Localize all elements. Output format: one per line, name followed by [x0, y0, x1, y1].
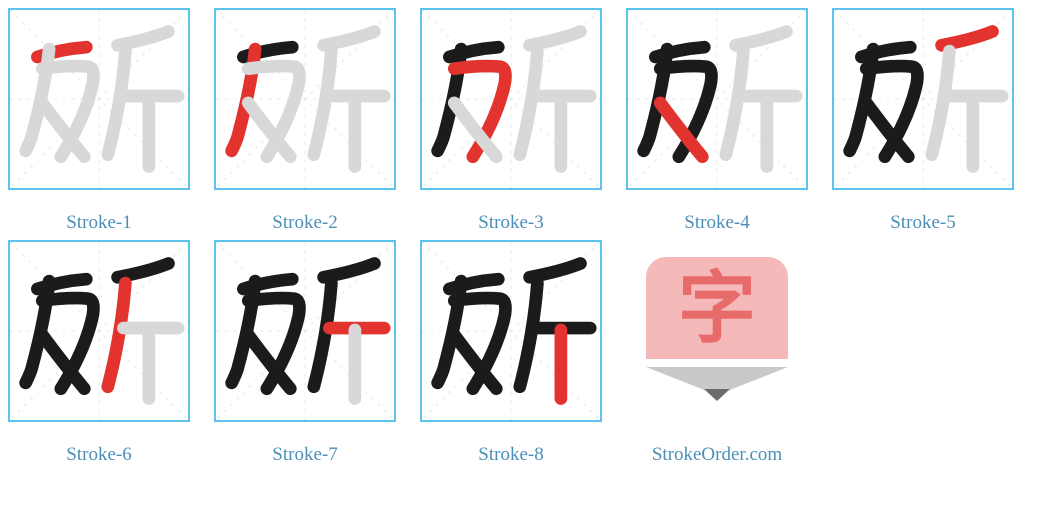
stroke-tile	[214, 240, 396, 422]
character-glyph	[628, 10, 806, 188]
logo-caption: StrokeOrder.com	[652, 444, 782, 466]
stroke-cell-3: Stroke-3	[420, 8, 602, 234]
stroke-cell-8: Stroke-8	[420, 240, 602, 466]
stroke-tile	[8, 8, 190, 190]
pencil-icon: 字	[646, 257, 788, 405]
stroke-tile	[420, 240, 602, 422]
stroke-tile	[832, 8, 1014, 190]
stroke-label: Stroke-8	[478, 444, 543, 466]
character-glyph	[10, 242, 188, 420]
character-glyph	[834, 10, 1012, 188]
stroke-tile	[8, 240, 190, 422]
stroke-cell-4: Stroke-4	[626, 8, 808, 234]
logo-cell: 字 StrokeOrder.com	[626, 240, 808, 466]
stroke-label: Stroke-7	[272, 444, 337, 466]
stroke-cell-6: Stroke-6	[8, 240, 190, 466]
stroke-label: Stroke-6	[66, 444, 131, 466]
stroke-order-grid: Stroke-1 Stroke-2	[8, 8, 1042, 466]
stroke-tile	[626, 8, 808, 190]
character-glyph	[10, 10, 188, 188]
stroke-cell-1: Stroke-1	[8, 8, 190, 234]
logo-glyph: 字	[678, 269, 756, 347]
stroke-label: Stroke-4	[684, 212, 749, 234]
stroke-tile	[420, 8, 602, 190]
stroke-cell-5: Stroke-5	[832, 8, 1014, 234]
stroke-label: Stroke-1	[66, 212, 131, 234]
character-glyph	[216, 10, 394, 188]
character-glyph	[422, 242, 600, 420]
stroke-label: Stroke-3	[478, 212, 543, 234]
stroke-tile	[214, 8, 396, 190]
stroke-label: Stroke-5	[890, 212, 955, 234]
stroke-cell-2: Stroke-2	[214, 8, 396, 234]
character-glyph	[422, 10, 600, 188]
logo-tile: 字	[626, 240, 808, 422]
character-glyph	[216, 242, 394, 420]
stroke-label: Stroke-2	[272, 212, 337, 234]
stroke-cell-7: Stroke-7	[214, 240, 396, 466]
